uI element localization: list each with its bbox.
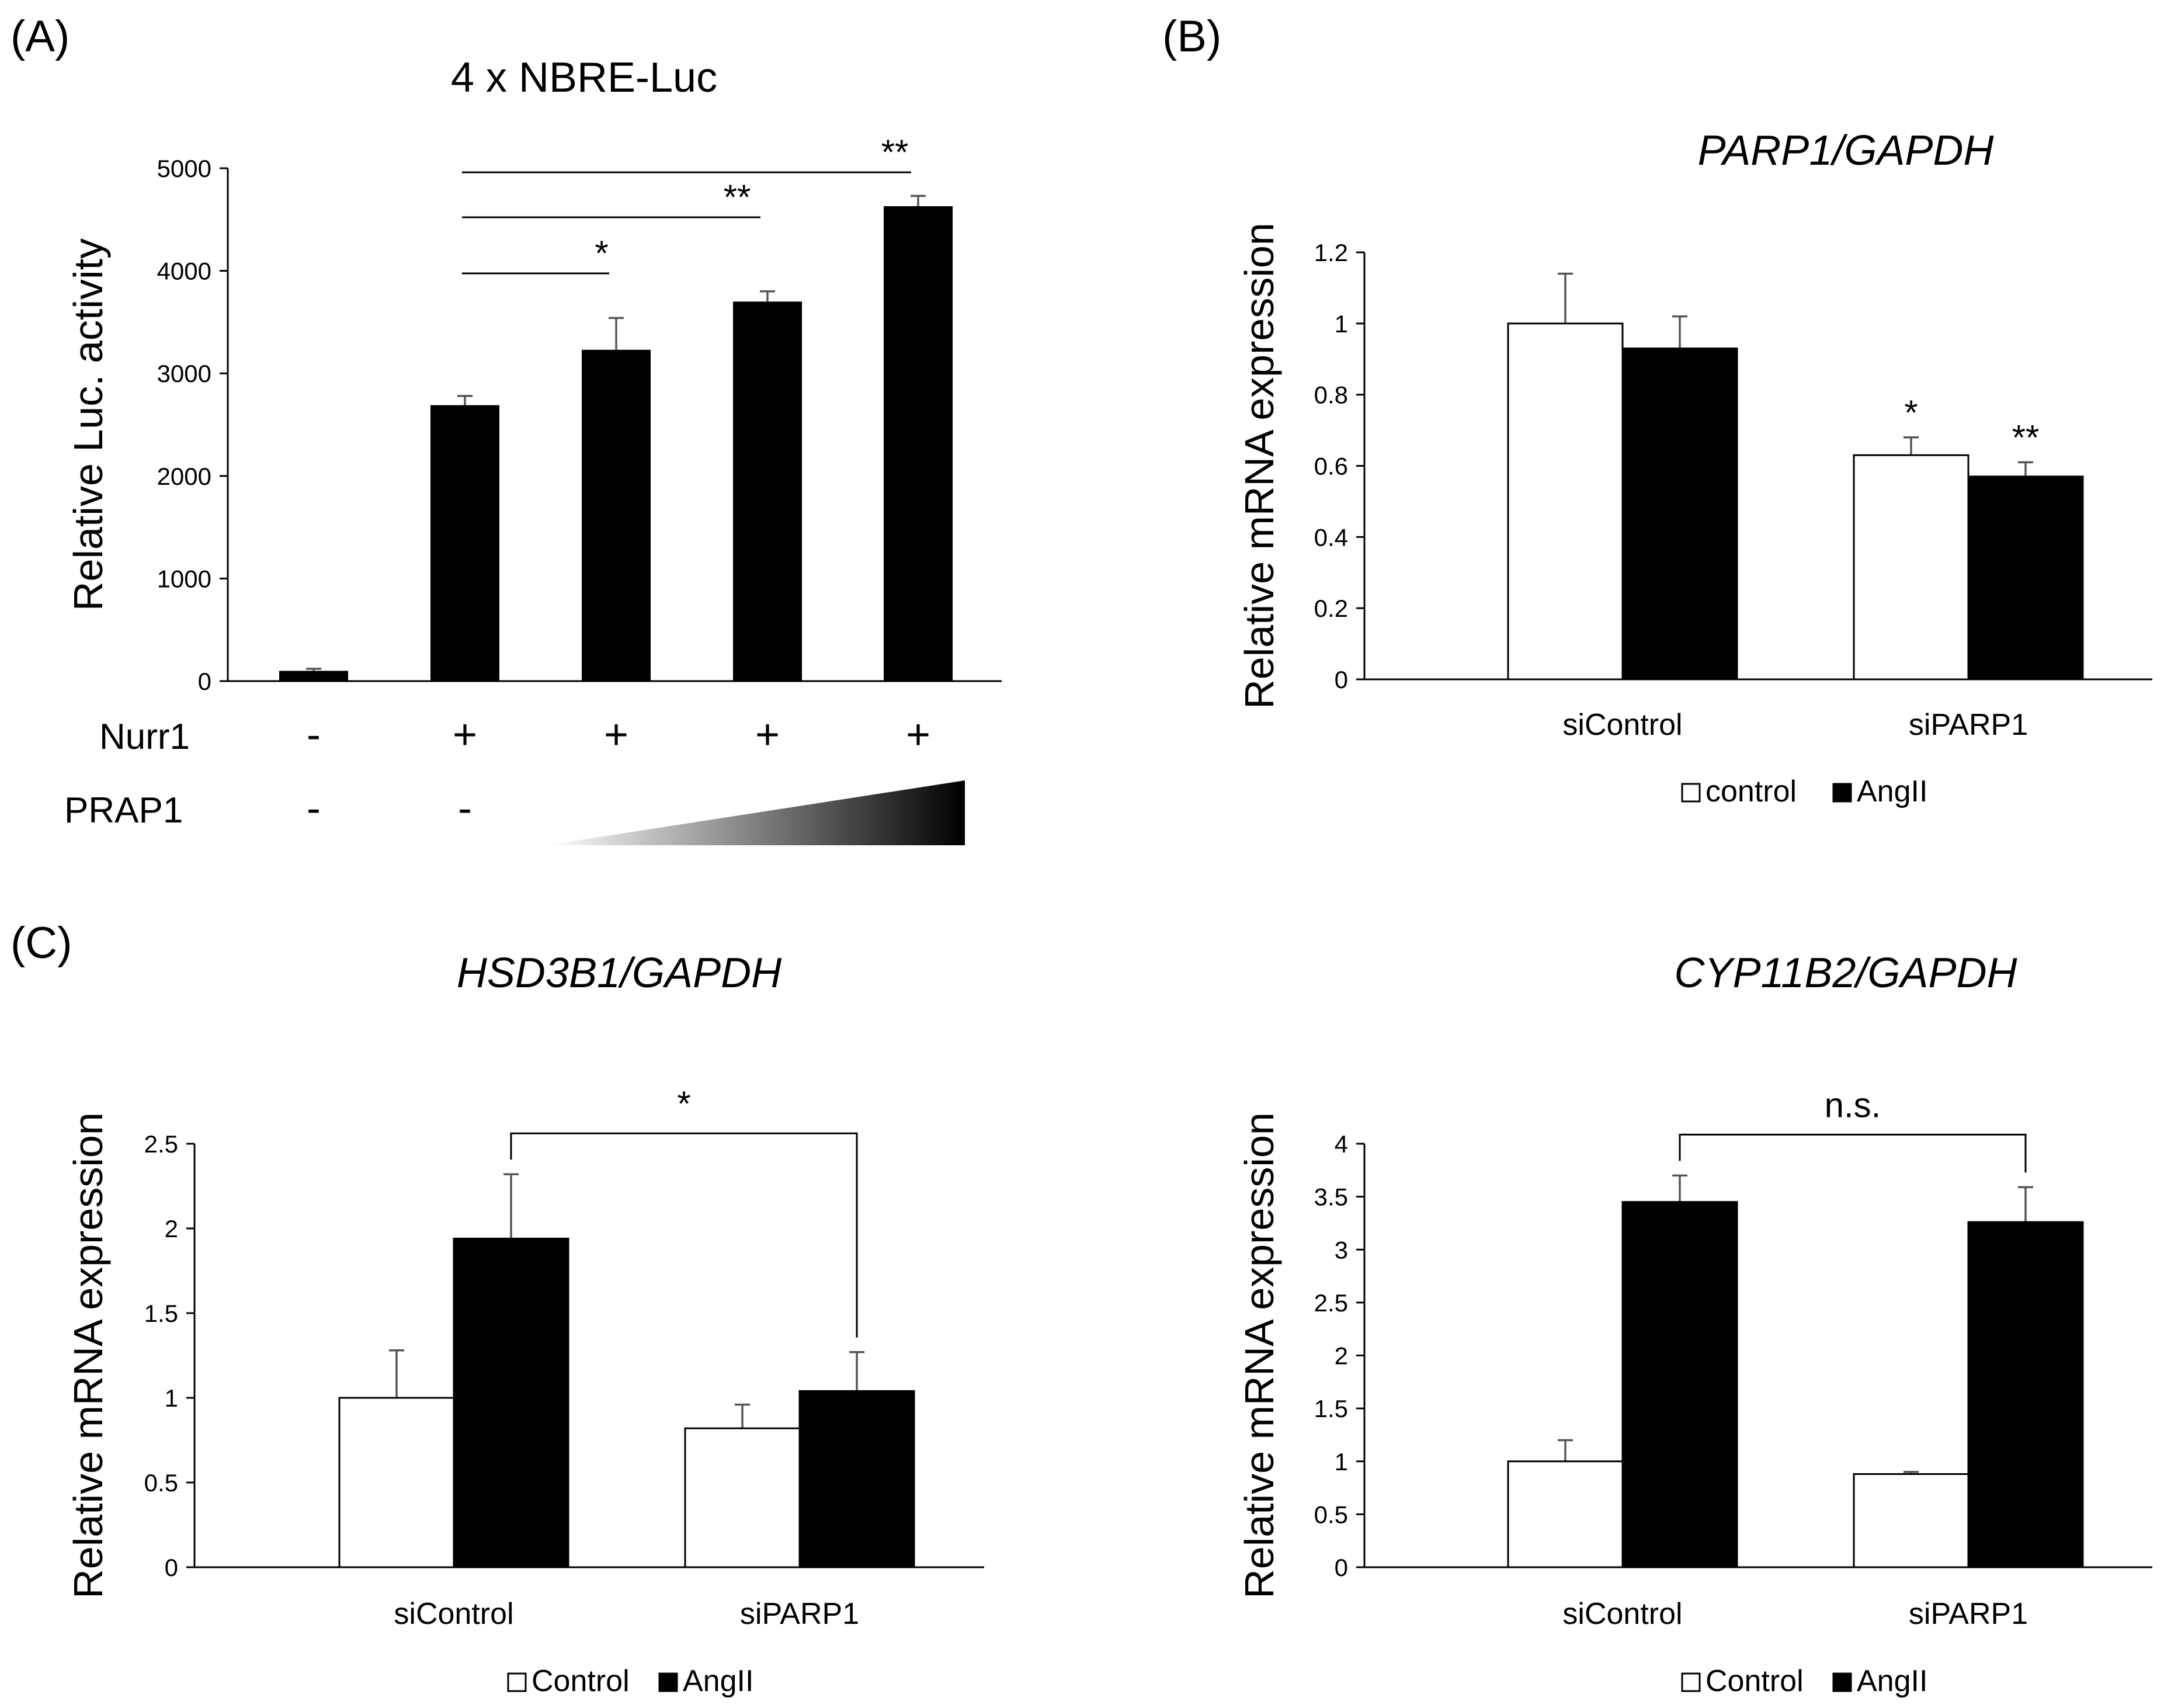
chart-c1: HSD3B1/GAPDH 0 0.5 1 1.5 2 2.5 Relative mRNA ex…: [65, 950, 984, 1698]
significance-label: *: [677, 1084, 690, 1123]
condition-sign: -: [307, 785, 321, 832]
bar: [1507, 1460, 1624, 1568]
condition-sign: +: [906, 711, 930, 758]
category-label: siPARP1: [740, 1597, 859, 1631]
y-tick-label: 2000: [157, 463, 211, 490]
y-tick-label: 1: [1335, 1448, 1348, 1476]
legend-label: AngII: [683, 1664, 753, 1698]
chart-title: CYP11B2/GAPDH: [1675, 950, 2018, 997]
panel-letter-a: (A): [11, 12, 70, 61]
condition-sign: +: [755, 711, 780, 758]
chart-title: HSD3B1/GAPDH: [457, 950, 782, 997]
category-label: siControl: [394, 1597, 513, 1631]
y-tick-label: 0: [1335, 1554, 1348, 1581]
y-tick-label: 1000: [157, 565, 211, 592]
category-label: siControl: [1562, 708, 1682, 742]
bar: [1967, 475, 2084, 681]
significance-bracket: [510, 1132, 858, 1338]
bar: [1853, 1473, 1970, 1568]
y-tick-label: 0.2: [1314, 595, 1348, 622]
condition-sign: +: [453, 711, 477, 758]
bar: [1507, 322, 1624, 681]
y-tick-label: 4000: [157, 258, 211, 285]
y-tick-label: 0: [198, 668, 211, 695]
y-tick-label: 0: [1335, 666, 1348, 693]
y-tick-label: 0.4: [1314, 523, 1348, 551]
category-label: siPARP1: [1909, 708, 2028, 742]
y-tick-label: 4: [1335, 1130, 1348, 1158]
y-axis-label: Relative mRNA expression: [1236, 223, 1282, 709]
y-tick-label: 3: [1335, 1236, 1348, 1263]
panel-letter-c: (C): [11, 918, 72, 968]
bar: [684, 1427, 801, 1568]
chart-title: PARP1/GAPDH: [1698, 127, 1995, 174]
bar: [279, 671, 348, 681]
legend-swatch: [507, 1672, 527, 1692]
bar: [1853, 454, 1970, 681]
y-tick-label: 1: [165, 1384, 178, 1412]
bar: [453, 1237, 569, 1568]
legend-label: Control: [532, 1664, 630, 1698]
y-tick-label: 2.5: [144, 1130, 178, 1158]
legend-swatch: [1681, 1672, 1701, 1692]
y-tick-label: 0.6: [1314, 453, 1348, 480]
y-tick-label: 0.5: [1314, 1501, 1348, 1528]
bar: [1621, 1201, 1738, 1568]
y-tick-label: 1.2: [1314, 239, 1348, 266]
bar: [1621, 347, 1738, 681]
legend-label: AngII: [1857, 775, 1927, 808]
y-tick-label: 1.5: [144, 1300, 178, 1327]
y-axis-label: Relative Luc. activity: [65, 238, 111, 611]
bar: [430, 405, 499, 681]
bar: [733, 301, 802, 681]
significance-label: *: [595, 234, 608, 273]
significance-label: **: [2012, 418, 2040, 457]
y-tick-label: 1: [1335, 310, 1348, 338]
chart-a: 4 x NBRE-Luc 0 1000 2000 3000 4000 5000 Relativ…: [64, 54, 1002, 845]
significance-label: n.s.: [1825, 1085, 1881, 1124]
significance-label: **: [881, 133, 909, 172]
y-tick-label: 0.5: [144, 1469, 178, 1497]
y-axis-label: Relative mRNA expression: [65, 1112, 111, 1599]
category-label: siPARP1: [1909, 1597, 2028, 1631]
legend-swatch: [1832, 1672, 1852, 1692]
panel-letter-b: (B): [1162, 12, 1221, 61]
y-tick-label: 2: [165, 1215, 178, 1242]
legend-swatch: [1681, 783, 1701, 803]
chart-title: 4 x NBRE-Luc: [451, 54, 717, 101]
condition-sign: -: [458, 785, 472, 832]
bar: [582, 349, 651, 681]
significance-bracket: [1679, 1133, 2027, 1173]
legend-swatch: [1832, 783, 1852, 803]
condition-sign: -: [307, 711, 321, 758]
bar: [798, 1390, 915, 1568]
condition-sign: +: [604, 711, 628, 758]
y-tick-label: 2: [1335, 1342, 1348, 1370]
bar: [338, 1397, 455, 1568]
prap1-gradient-wedge: [546, 780, 965, 845]
y-tick-label: 5000: [157, 155, 211, 182]
legend-label: control: [1706, 775, 1797, 808]
y-tick-label: 0.8: [1314, 381, 1348, 409]
y-tick-label: 3000: [157, 360, 211, 387]
legend-label: AngII: [1857, 1664, 1927, 1698]
y-axis-label: Relative mRNA expression: [1236, 1112, 1282, 1599]
category-label: siControl: [1562, 1597, 1682, 1631]
y-tick-label: 0: [165, 1554, 178, 1581]
significance-label: **: [724, 178, 751, 217]
significance-label: *: [1904, 393, 1918, 432]
condition-label: PRAP1: [64, 790, 183, 831]
y-tick-label: 2.5: [1314, 1289, 1348, 1317]
legend-label: Control: [1706, 1664, 1804, 1698]
y-tick-label: 3.5: [1314, 1183, 1348, 1211]
condition-label: Nurr1: [99, 717, 190, 757]
bar: [884, 206, 953, 681]
chart-c2: CYP11B2/GAPDH 0 0.5 1 1.5 2 2.5 3 3.5 4 Relative m…: [1236, 950, 2152, 1698]
bar: [1967, 1221, 2084, 1568]
y-tick-label: 1.5: [1314, 1395, 1348, 1422]
legend-swatch: [658, 1672, 678, 1692]
chart-b: PARP1/GAPDH 0 0.2 0.4 0.6 0.8 1 1.2 Relative mRN…: [1236, 127, 2152, 808]
